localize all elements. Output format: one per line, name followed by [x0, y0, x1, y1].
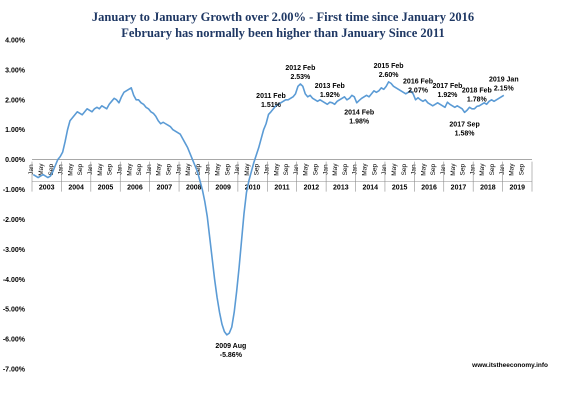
x-month-label: May	[332, 163, 339, 176]
y-tick-label: 4.00%	[5, 38, 26, 45]
x-month-label: May	[362, 163, 369, 176]
x-year-label: 2016	[421, 185, 437, 192]
x-month-label: May	[215, 163, 222, 176]
x-year-label: 2018	[480, 185, 496, 192]
y-tick-label: -6.00%	[3, 337, 26, 344]
y-tick-label: 1.00%	[5, 127, 26, 134]
y-tick-label: 0.00%	[5, 157, 26, 164]
annotation-label: 2013 Feb	[315, 83, 345, 90]
x-month-label: Sep	[165, 163, 172, 175]
x-month-label: May	[67, 163, 74, 176]
x-axis: JanMaySep2003JanMaySep2004JanMaySep2005J…	[28, 161, 533, 192]
annotation-label: 2014 Feb	[344, 109, 374, 116]
x-year-label: 2012	[304, 185, 320, 192]
x-month-label: Sep	[313, 163, 320, 175]
annotation-value: 2.15%	[494, 85, 515, 92]
x-month-label: Sep	[48, 163, 55, 175]
annotation-value: 1.58%	[455, 130, 476, 137]
x-month-label: May	[38, 163, 45, 176]
source-label: www.itstheeconomy.info	[471, 362, 548, 369]
x-month-label: Sep	[77, 163, 84, 175]
chart-subtitle: February has normally been higher than J…	[121, 26, 444, 40]
x-year-label: 2007	[157, 185, 173, 192]
annotation-label: 2019 Jan	[489, 76, 519, 83]
x-month-label: Sep	[283, 163, 290, 175]
x-month-label: May	[244, 163, 251, 176]
x-month-label: Sep	[489, 163, 496, 175]
x-year-label: 2013	[333, 185, 349, 192]
x-month-label: May	[156, 163, 163, 176]
annotation-label: 2015 Feb	[374, 63, 404, 70]
x-month-label: May	[509, 163, 516, 176]
x-year-label: 2004	[68, 185, 84, 192]
x-month-label: Sep	[195, 163, 202, 175]
annotation-label: 2018 Feb	[462, 87, 492, 94]
x-month-label: May	[391, 163, 398, 176]
x-month-label: Sep	[224, 163, 231, 175]
annotation-label: 2017 Feb	[432, 83, 462, 90]
x-month-label: May	[126, 163, 133, 176]
x-year-label: 2017	[451, 185, 467, 192]
annotation-value: 1.98%	[349, 118, 370, 125]
y-tick-label: -5.00%	[3, 307, 26, 314]
x-year-label: 2011	[274, 185, 289, 192]
annotation-value: 1.92%	[320, 92, 341, 99]
annotation-label: 2009 Aug	[215, 343, 246, 350]
x-month-label: Sep	[460, 163, 467, 175]
x-month-label: Sep	[401, 163, 408, 175]
x-month-label: May	[185, 163, 192, 176]
x-year-label: 2010	[245, 185, 261, 192]
annotation-value: 2.60%	[379, 72, 400, 79]
y-tick-label: -2.00%	[3, 217, 26, 224]
x-year-label: 2005	[98, 185, 114, 192]
annotation-value: 1.78%	[467, 96, 488, 103]
series-line	[32, 81, 505, 336]
annotation-label: 2012 Feb	[285, 65, 315, 72]
x-year-label: 2015	[392, 185, 408, 192]
x-year-label: 2014	[362, 185, 378, 192]
x-month-label: Sep	[107, 163, 114, 175]
x-year-label: 2003	[39, 185, 55, 192]
x-month-label: May	[420, 163, 427, 176]
x-month-label: Sep	[254, 163, 261, 175]
x-month-label: May	[273, 163, 280, 176]
x-month-label: May	[97, 163, 104, 176]
x-year-label: 2008	[186, 185, 202, 192]
y-tick-label: -4.00%	[3, 277, 26, 284]
annotation-value: 2.53%	[290, 74, 311, 81]
x-month-label: May	[450, 163, 457, 176]
x-year-label: 2006	[127, 185, 143, 192]
annotation-label: 2017 Sep	[449, 121, 479, 128]
y-axis: 4.00% 3.00% 2.00% 1.00% 0.00% -1.00% -2.00% -3.…	[3, 38, 26, 374]
x-month-label: Sep	[518, 163, 525, 175]
y-tick-label: 2.00%	[5, 97, 26, 104]
x-month-label: May	[303, 163, 310, 176]
annotation-value: 1.51%	[261, 102, 282, 109]
annotation-label: 2011 Feb	[256, 93, 286, 100]
y-tick-label: 3.00%	[5, 67, 26, 74]
x-year-label: 2009	[215, 185, 231, 192]
annotation-value: 2.07%	[408, 88, 429, 95]
x-month-label: May	[479, 163, 486, 176]
x-month-label: Sep	[371, 163, 378, 175]
y-tick-label: -7.00%	[3, 367, 26, 374]
chart-title: January to January Growth over 2.00% - F…	[92, 10, 474, 24]
x-year-label: 2019	[510, 185, 526, 192]
x-month-label: Sep	[430, 163, 437, 175]
x-month-label: Sep	[136, 163, 143, 175]
annotation-label: 2016 Feb	[403, 79, 433, 86]
y-tick-label: -1.00%	[3, 187, 26, 194]
annotation-value: 1.92%	[438, 92, 459, 99]
y-tick-label: -3.00%	[3, 247, 26, 254]
x-month-label: Sep	[342, 163, 349, 175]
annotation-value: -5.86%	[220, 352, 243, 359]
